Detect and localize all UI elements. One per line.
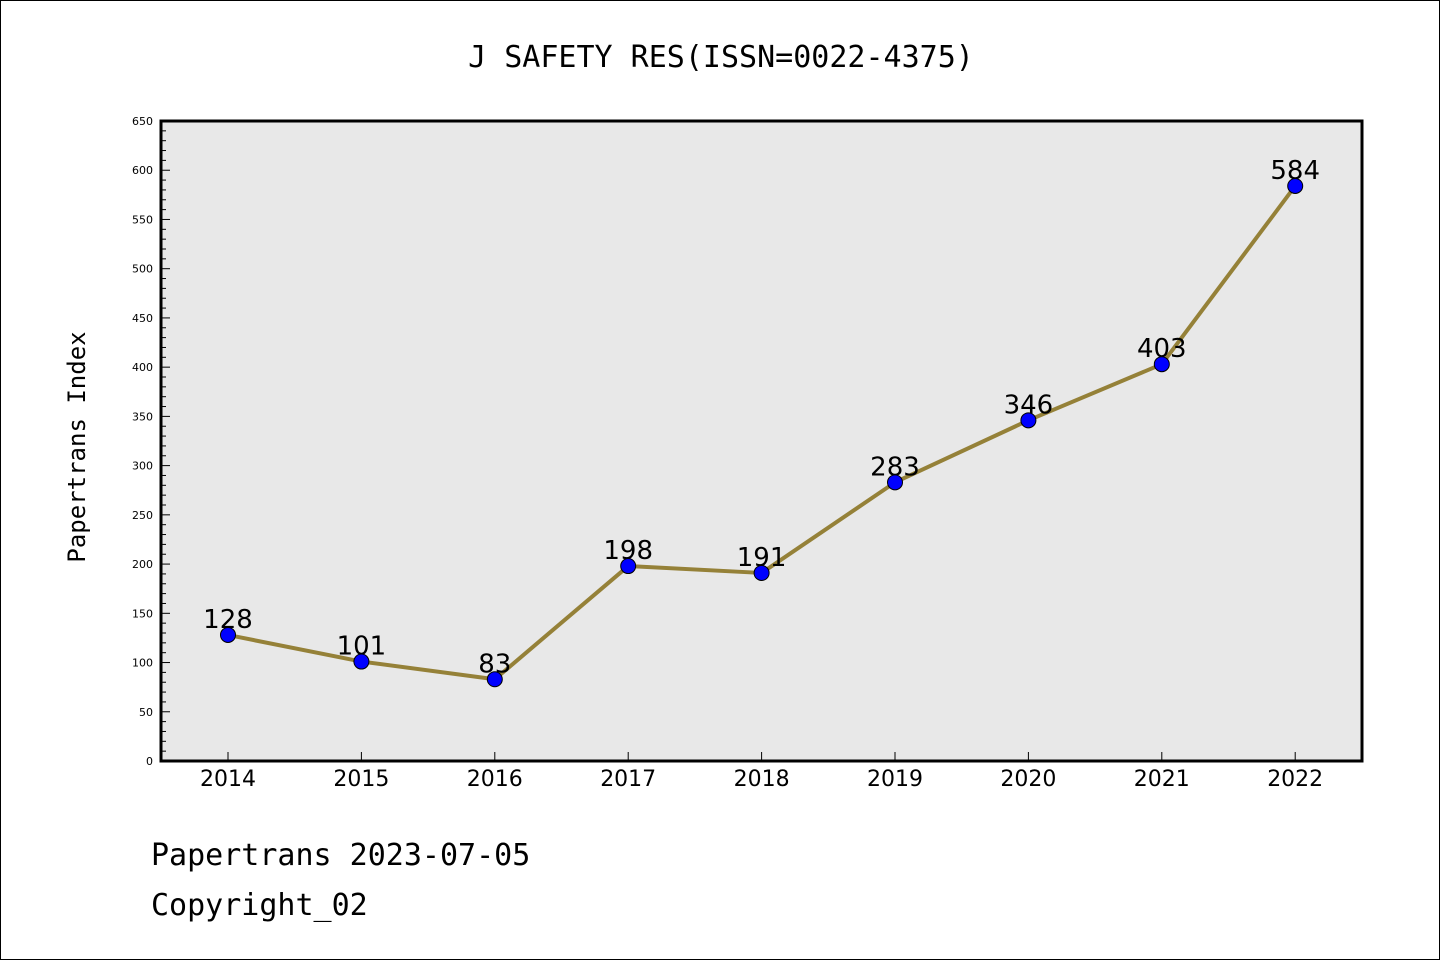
data-point (1153, 356, 1170, 373)
y-tick-label: 250 (132, 509, 153, 522)
x-tick-label: 2019 (867, 767, 923, 792)
x-axis: 2014 2015 2016 2017 2018 2019 2020 2021 2022 (200, 752, 1323, 792)
y-tick-label: 350 (132, 410, 153, 423)
data-point (620, 558, 637, 575)
y-tick-label: 650 (132, 115, 153, 128)
data-point (353, 653, 370, 670)
y-tick-label: 550 (132, 213, 153, 226)
y-tick-label: 500 (132, 263, 153, 276)
y-axis-label: Papertrans Index (63, 331, 91, 562)
y-tick-label: 450 (132, 312, 153, 325)
y-axis: 0 50 100 150 200 250 300 350 400 450 500 550 600 650 (132, 115, 170, 768)
x-tick-label: 2017 (600, 767, 656, 792)
y-tick-label: 300 (132, 460, 153, 473)
x-tick-label: 2014 (200, 767, 256, 792)
plot-area (159, 119, 1364, 763)
data-point (887, 474, 903, 491)
data-point (1287, 177, 1304, 194)
data-point (220, 626, 236, 643)
x-tick-label: 2018 (734, 767, 790, 792)
y-tick-label: 400 (132, 361, 153, 374)
data-point (1020, 412, 1037, 429)
y-tick-label: 0 (146, 755, 153, 768)
x-tick-label: 2021 (1134, 767, 1190, 792)
y-tick-label: 600 (132, 164, 153, 177)
chart-title: J SAFETY RES(ISSN=0022-4375) (468, 40, 974, 75)
x-tick-label: 2016 (467, 767, 523, 792)
data-point (753, 564, 770, 581)
x-tick-label: 2022 (1267, 767, 1323, 792)
y-tick-label: 150 (132, 607, 153, 620)
footer-date: Papertrans 2023-07-05 (151, 838, 530, 873)
y-tick-label: 200 (132, 558, 153, 571)
data-point (486, 671, 503, 688)
x-tick-label: 2020 (1000, 767, 1056, 792)
footer-copyright: Copyright_02 (151, 888, 368, 923)
y-tick-label: 100 (132, 657, 153, 670)
x-tick-label: 2015 (333, 767, 389, 792)
y-tick-label: 50 (139, 706, 153, 719)
